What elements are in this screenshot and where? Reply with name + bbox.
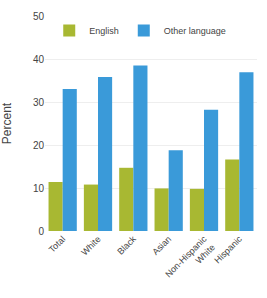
svg-text:10: 10 xyxy=(33,183,45,194)
svg-text:White: White xyxy=(79,234,102,257)
svg-text:30: 30 xyxy=(33,97,45,108)
svg-text:20: 20 xyxy=(33,140,45,151)
svg-text:Hispanic: Hispanic xyxy=(212,234,244,266)
svg-text:English: English xyxy=(89,26,119,36)
svg-text:Percent: Percent xyxy=(0,102,14,144)
svg-text:Other language: Other language xyxy=(164,26,226,36)
svg-text:Black: Black xyxy=(115,234,138,257)
svg-text:40: 40 xyxy=(33,54,45,65)
svg-text:0: 0 xyxy=(38,226,44,237)
svg-text:Non-HispanicWhite: Non-HispanicWhite xyxy=(163,234,217,288)
svg-text:Asian: Asian xyxy=(150,234,173,257)
svg-text:Total: Total xyxy=(47,234,68,255)
svg-text:50: 50 xyxy=(33,11,45,22)
